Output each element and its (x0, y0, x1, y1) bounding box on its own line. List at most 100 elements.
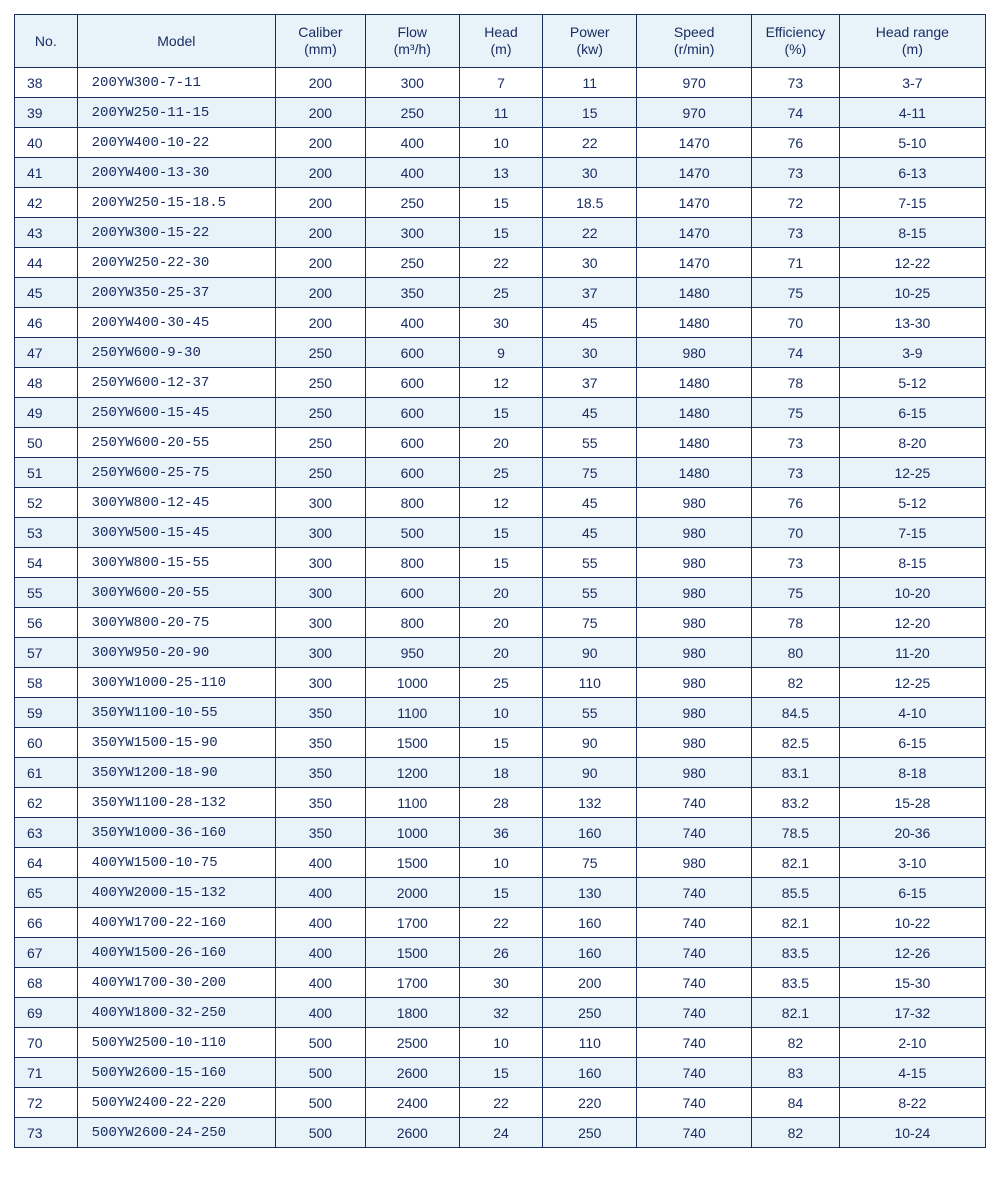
cell: 1480 (637, 398, 752, 428)
cell: 78 (752, 608, 840, 638)
cell: 20 (459, 608, 543, 638)
cell: 350 (276, 728, 366, 758)
cell: 6-15 (839, 878, 985, 908)
cell: 300 (276, 518, 366, 548)
cell: 3-7 (839, 68, 985, 98)
cell: 1100 (365, 788, 459, 818)
col-header-8: Head range(m) (839, 15, 985, 68)
col-header-0: No. (15, 15, 78, 68)
cell: 250 (276, 338, 366, 368)
cell: 500 (365, 518, 459, 548)
table-row: 54300YW800-15-553008001555980738-15 (15, 548, 986, 578)
table-row: 64400YW1500-10-754001500107598082.13-10 (15, 848, 986, 878)
cell: 28 (459, 788, 543, 818)
cell: 110 (543, 1028, 637, 1058)
cell: 200YW300-15-22 (77, 218, 275, 248)
cell: 980 (637, 548, 752, 578)
cell: 1000 (365, 668, 459, 698)
cell: 83.5 (752, 938, 840, 968)
cell: 8-22 (839, 1088, 985, 1118)
cell: 55 (543, 548, 637, 578)
cell: 500YW2600-15-160 (77, 1058, 275, 1088)
cell: 250 (365, 98, 459, 128)
cell: 45 (543, 398, 637, 428)
cell: 70 (15, 1028, 78, 1058)
table-row: 52300YW800-12-453008001245980765-12 (15, 488, 986, 518)
cell: 740 (637, 998, 752, 1028)
cell: 20 (459, 578, 543, 608)
cell: 1200 (365, 758, 459, 788)
cell: 15 (459, 218, 543, 248)
cell: 300 (365, 68, 459, 98)
cell: 200 (276, 158, 366, 188)
col-header-2: Caliber(mm) (276, 15, 366, 68)
cell: 300 (276, 608, 366, 638)
cell: 300YW800-12-45 (77, 488, 275, 518)
cell: 55 (543, 578, 637, 608)
cell: 30 (543, 158, 637, 188)
cell: 76 (752, 488, 840, 518)
cell: 25 (459, 278, 543, 308)
cell: 980 (637, 698, 752, 728)
cell: 600 (365, 458, 459, 488)
cell: 2600 (365, 1058, 459, 1088)
col-header-top: Power (543, 21, 636, 41)
table-row: 61350YW1200-18-903501200189098083.18-18 (15, 758, 986, 788)
cell: 12-25 (839, 458, 985, 488)
col-header-unit: (%) (752, 41, 839, 61)
cell: 60 (15, 728, 78, 758)
col-header-top: Caliber (276, 21, 365, 41)
cell: 76 (752, 128, 840, 158)
cell: 41 (15, 158, 78, 188)
cell: 30 (543, 338, 637, 368)
cell: 400YW1800-32-250 (77, 998, 275, 1028)
cell: 2600 (365, 1118, 459, 1148)
table-row: 48250YW600-12-3725060012371480785-12 (15, 368, 986, 398)
cell: 20 (459, 428, 543, 458)
cell: 400YW2000-15-132 (77, 878, 275, 908)
cell: 15 (459, 878, 543, 908)
cell: 6-15 (839, 398, 985, 428)
cell: 82 (752, 1118, 840, 1148)
cell: 1500 (365, 848, 459, 878)
cell: 49 (15, 398, 78, 428)
col-header-unit: (r/min) (637, 41, 751, 61)
cell: 82 (752, 668, 840, 698)
cell: 8-15 (839, 548, 985, 578)
cell: 13 (459, 158, 543, 188)
cell: 45 (15, 278, 78, 308)
cell: 45 (543, 488, 637, 518)
cell: 75 (752, 278, 840, 308)
cell: 400YW1500-10-75 (77, 848, 275, 878)
col-header-top: Speed (637, 21, 751, 41)
cell: 37 (543, 368, 637, 398)
cell: 740 (637, 788, 752, 818)
cell: 200YW300-7-11 (77, 68, 275, 98)
table-row: 62350YW1100-28-13235011002813274083.215-… (15, 788, 986, 818)
cell: 56 (15, 608, 78, 638)
cell: 500 (276, 1088, 366, 1118)
cell: 72 (15, 1088, 78, 1118)
cell: 57 (15, 638, 78, 668)
cell: 300YW800-20-75 (77, 608, 275, 638)
cell: 200 (276, 68, 366, 98)
cell: 300YW950-20-90 (77, 638, 275, 668)
table-row: 40200YW400-10-2220040010221470765-10 (15, 128, 986, 158)
cell: 400YW1700-22-160 (77, 908, 275, 938)
cell: 980 (637, 338, 752, 368)
cell: 45 (543, 518, 637, 548)
cell: 500YW2500-10-110 (77, 1028, 275, 1058)
cell: 48 (15, 368, 78, 398)
cell: 500 (276, 1058, 366, 1088)
cell: 130 (543, 878, 637, 908)
cell: 200 (276, 188, 366, 218)
cell: 42 (15, 188, 78, 218)
cell: 67 (15, 938, 78, 968)
cell: 30 (459, 308, 543, 338)
col-header-unit: (kw) (543, 41, 636, 61)
cell: 400YW1500-26-160 (77, 938, 275, 968)
cell: 200 (276, 98, 366, 128)
col-header-unit: (m) (840, 41, 985, 61)
cell: 2-10 (839, 1028, 985, 1058)
cell: 3-9 (839, 338, 985, 368)
